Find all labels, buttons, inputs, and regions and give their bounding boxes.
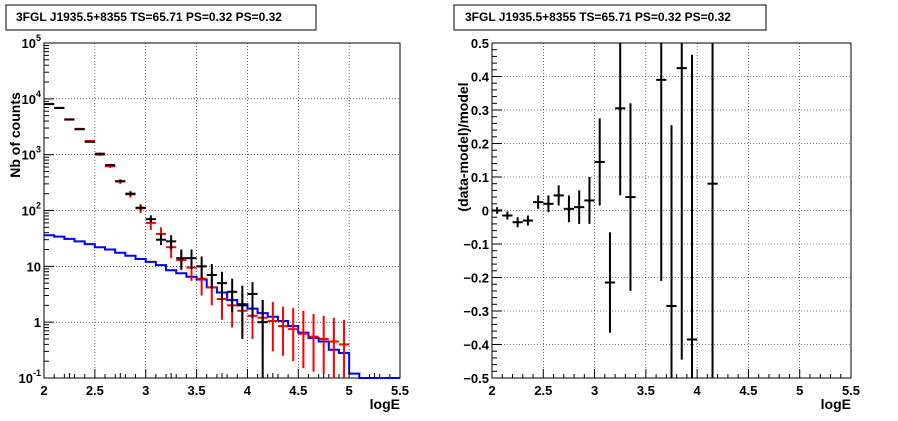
data-point <box>145 215 156 223</box>
x-tick-label: 4 <box>694 383 702 398</box>
data-point <box>135 205 146 211</box>
y-tick-label: −0.2 <box>463 271 489 286</box>
residual-point <box>686 54 698 378</box>
data-point <box>176 249 187 269</box>
data-point <box>186 249 197 269</box>
residual-point <box>512 217 523 228</box>
data-point <box>74 128 85 131</box>
x-tick-label: 5 <box>346 383 353 398</box>
x-tick-label: 3 <box>142 383 149 398</box>
y-tick-label: −0.1 <box>463 237 489 252</box>
counts-x-label: logE <box>370 396 400 412</box>
residuals-marks <box>492 43 718 378</box>
counts-y-label: Nb of counts <box>7 92 23 178</box>
data-point <box>54 107 65 110</box>
residual-point <box>502 211 513 220</box>
y-tick-label: 0.5 <box>471 36 489 51</box>
residual-point <box>656 43 667 281</box>
x-tick-label: 2.5 <box>86 383 104 398</box>
data-point <box>105 164 116 167</box>
residuals-axes: 2 2.5 3 3.5 4 4.5 5 5.5 0.5 0.4 0.3 0.2 0.1 0 −0.1 −0.2… <box>463 36 860 398</box>
residual-point <box>522 215 534 226</box>
x-tick-label: 2 <box>488 383 495 398</box>
x-tick-label: 4.5 <box>289 383 307 398</box>
residuals-y-label: (data-model)/model <box>455 82 471 211</box>
y-tick-label: 0 <box>482 204 489 219</box>
y-tick-label: 10 <box>27 259 41 274</box>
x-tick-label: 3 <box>591 383 598 398</box>
y-tick-label: 1 <box>34 315 41 330</box>
data-point <box>247 282 258 318</box>
data-point <box>237 285 248 339</box>
data-point <box>216 271 228 300</box>
residual-point <box>615 43 626 196</box>
x-tick-label: 5.5 <box>842 383 860 398</box>
residual-point <box>604 232 616 333</box>
y-tick-label: 102 <box>22 201 41 219</box>
y-tick-label: 10-1 <box>19 368 41 386</box>
y-tick-label: 0.1 <box>471 170 489 185</box>
x-tick-label: 2.5 <box>534 383 552 398</box>
data-point <box>227 278 238 313</box>
model-point <box>267 301 278 352</box>
counts-title-box: 3FGL J1935.5+8355 TS=65.71 PS=0.32 PS=0.… <box>5 4 317 31</box>
residual-point <box>574 190 585 224</box>
residual-point <box>707 43 718 378</box>
x-tick-label: 5 <box>796 383 803 398</box>
residual-point <box>594 118 605 206</box>
residuals-panel: 2 2.5 3 3.5 4 4.5 5 5.5 0.5 0.4 0.3 0.2 0.1 0 −0.1 −0.2… <box>453 4 860 412</box>
residuals-x-label: logE <box>821 396 851 412</box>
model-point <box>298 310 309 369</box>
counts-marks <box>44 102 400 379</box>
data-point <box>155 233 167 246</box>
y-tick-label: 0.4 <box>471 70 490 85</box>
residuals-grid <box>492 43 851 378</box>
data-point <box>115 179 126 183</box>
model-point <box>328 317 339 378</box>
data-point <box>257 299 268 378</box>
data-point <box>84 140 95 143</box>
residual-point <box>543 195 554 213</box>
data-point <box>94 152 106 155</box>
y-tick-label: −0.3 <box>463 304 489 319</box>
data-point <box>125 191 136 196</box>
residual-point <box>676 43 687 360</box>
counts-title: 3FGL J1935.5+8355 TS=65.71 PS=0.32 PS=0.… <box>16 10 282 24</box>
model-point <box>308 314 319 372</box>
residuals-title: 3FGL J1935.5+8355 TS=65.71 PS=0.32 PS=0.… <box>465 10 731 24</box>
data-point <box>196 256 207 279</box>
x-tick-label: 3.5 <box>637 383 655 398</box>
residuals-title-box: 3FGL J1935.5+8355 TS=65.71 PS=0.32 PS=0.… <box>453 4 767 31</box>
residual-point <box>666 125 677 378</box>
y-tick-label: 0.3 <box>471 103 489 118</box>
x-tick-label: 4.5 <box>739 383 757 398</box>
residual-point <box>563 195 575 223</box>
y-tick-label: 103 <box>22 145 41 163</box>
data-point <box>166 235 177 250</box>
residual-point <box>533 195 544 209</box>
residual-point <box>553 185 564 206</box>
data-point <box>206 264 217 289</box>
data-point <box>64 118 75 121</box>
y-tick-label: 0.2 <box>471 137 489 152</box>
y-tick-label: 104 <box>22 89 41 107</box>
residual-point <box>625 103 636 291</box>
model-point <box>318 315 329 374</box>
model-point <box>277 306 289 356</box>
x-tick-label: 2 <box>40 383 47 398</box>
model-point <box>288 307 299 362</box>
x-tick-label: 3.5 <box>188 383 206 398</box>
x-tick-label: 5.5 <box>391 383 409 398</box>
y-tick-label: −0.5 <box>463 371 489 386</box>
y-tick-label: −0.4 <box>463 338 489 353</box>
x-tick-label: 4 <box>244 383 252 398</box>
model-point <box>338 319 350 378</box>
counts-grid <box>44 43 400 378</box>
residual-point <box>584 177 595 224</box>
y-tick-label: 105 <box>22 33 41 51</box>
